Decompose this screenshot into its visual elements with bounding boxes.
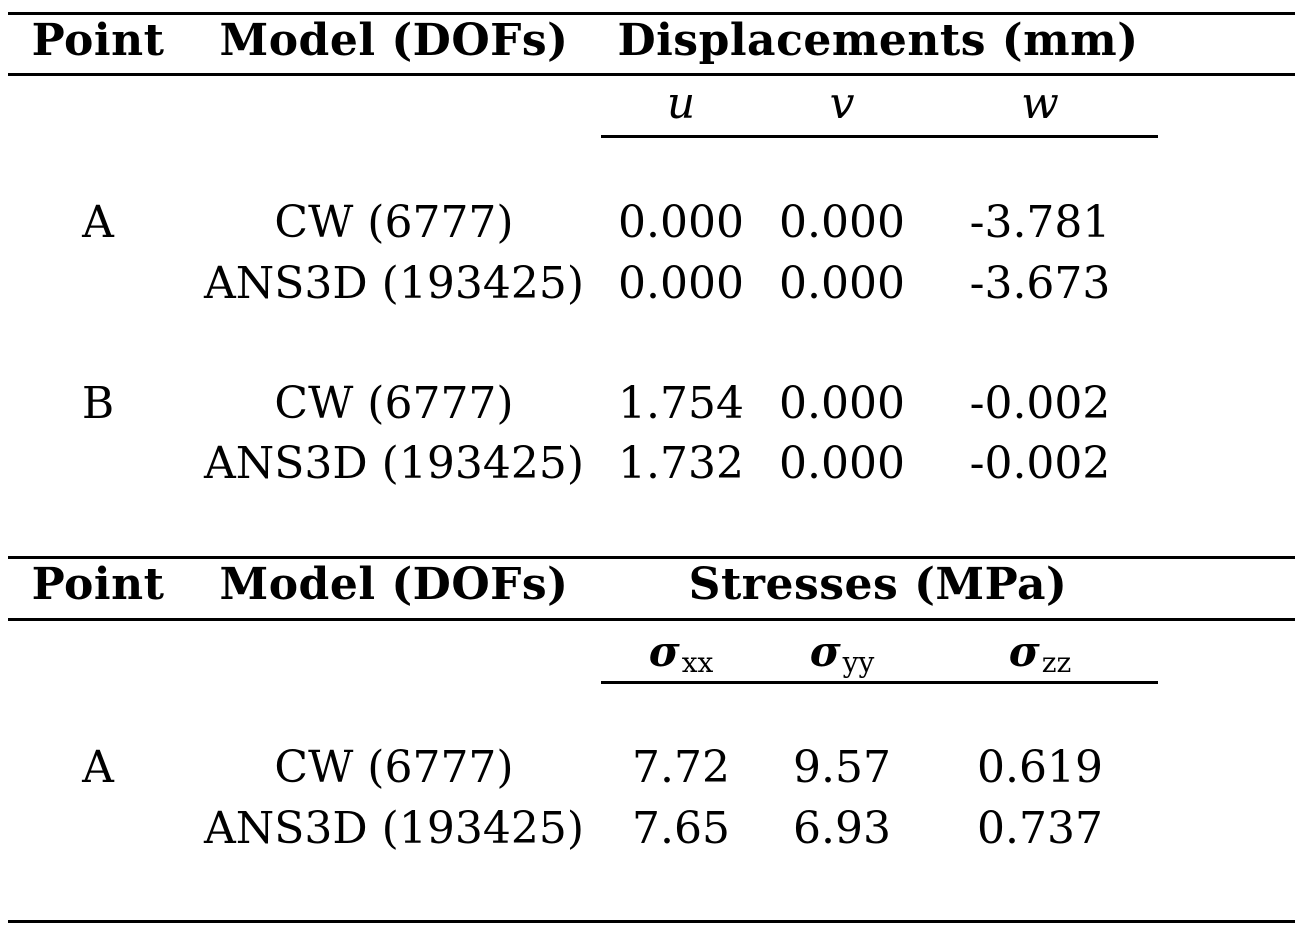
stress-row-model: ANS3D (193425) <box>204 803 584 854</box>
disp-row-v: 0.000 <box>779 197 905 248</box>
stress-row-szz: 0.737 <box>977 803 1103 854</box>
stress-subheader-rule <box>601 681 1158 684</box>
disp-row-w: -0.002 <box>969 378 1111 429</box>
stress-row-szz: 0.619 <box>977 742 1103 793</box>
stress-top-rule <box>8 556 1295 559</box>
disp-row-w: -3.781 <box>969 197 1111 248</box>
disp-subheader-w: w <box>1021 78 1059 129</box>
stress-row-point: A <box>82 742 114 793</box>
disp-header-model: Model (DOFs) <box>219 15 569 66</box>
disp-header-point: Point <box>31 15 165 66</box>
disp-subheader-v: v <box>829 78 855 129</box>
disp-header-quantity: Displacements (mm) <box>617 15 1139 66</box>
disp-row-u: 1.754 <box>618 378 744 429</box>
disp-header-rule <box>8 73 1295 76</box>
stress-header-quantity: Stresses (MPa) <box>688 559 1068 610</box>
disp-row-model: ANS3D (193425) <box>204 438 584 489</box>
disp-subheader-u: u <box>666 78 696 129</box>
sigma-symbol: σ <box>1008 627 1040 676</box>
stress-row-sxx: 7.72 <box>632 742 730 793</box>
stress-header-model: Model (DOFs) <box>219 559 569 610</box>
subscript: yy <box>842 646 875 679</box>
stress-subheader-szz: σzz <box>1009 631 1071 677</box>
stress-subheader-sxx: σxx <box>649 631 714 677</box>
disp-row-w: -3.673 <box>969 258 1111 309</box>
disp-row-point: B <box>81 378 115 429</box>
bottom-rule <box>8 920 1295 923</box>
stress-header-rule <box>8 618 1295 621</box>
stress-row-syy: 6.93 <box>793 803 891 854</box>
sigma-symbol: σ <box>809 627 841 676</box>
stress-row-sxx: 7.65 <box>632 803 730 854</box>
subscript: zz <box>1041 646 1072 679</box>
sigma-symbol: σ <box>648 627 680 676</box>
disp-row-v: 0.000 <box>779 378 905 429</box>
stress-header-point: Point <box>31 559 165 610</box>
disp-row-v: 0.000 <box>779 258 905 309</box>
disp-row-model: CW (6777) <box>274 197 514 248</box>
disp-subheader-rule <box>601 135 1158 138</box>
stress-row-model: CW (6777) <box>274 742 514 793</box>
disp-row-u: 0.000 <box>618 197 744 248</box>
disp-row-v: 0.000 <box>779 438 905 489</box>
disp-row-point: A <box>82 197 114 248</box>
disp-row-model: ANS3D (193425) <box>204 258 584 309</box>
stress-row-syy: 9.57 <box>793 742 891 793</box>
disp-row-w: -0.002 <box>969 438 1111 489</box>
disp-row-u: 1.732 <box>618 438 744 489</box>
top-rule <box>8 12 1295 15</box>
disp-row-model: CW (6777) <box>274 378 514 429</box>
stress-subheader-syy: σyy <box>810 631 875 677</box>
subscript: xx <box>681 646 714 679</box>
disp-row-u: 0.000 <box>618 258 744 309</box>
